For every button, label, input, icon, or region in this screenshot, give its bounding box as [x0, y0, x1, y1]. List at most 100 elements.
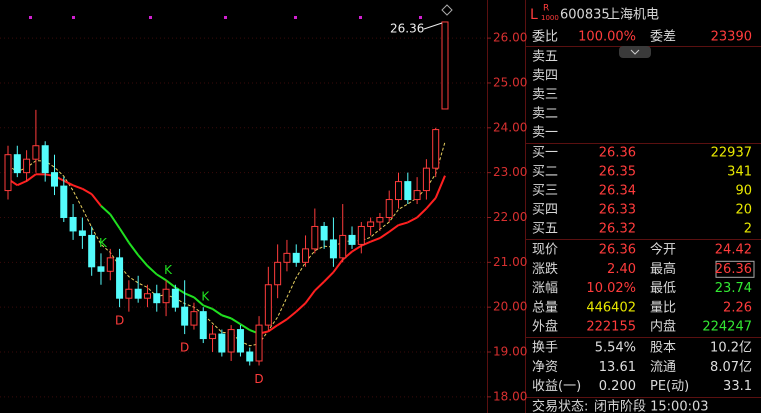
- candle-body: [41, 145, 49, 174]
- y-tick-label: 19.00: [493, 345, 527, 359]
- ma-long: [230, 317, 241, 326]
- bid-volume: 2: [744, 222, 752, 237]
- candle-body: [50, 172, 58, 187]
- bid-price: 26.34: [599, 184, 636, 199]
- candle-body: [357, 225, 365, 245]
- candle-body: [218, 333, 226, 353]
- top-markers: [29, 16, 422, 19]
- candle-body: [23, 158, 31, 174]
- field-label: 收益(一): [532, 379, 581, 394]
- highlight-box: [715, 260, 755, 278]
- field-label: 量比: [650, 300, 676, 315]
- ask-label: 卖五: [532, 50, 558, 65]
- ask-label: 卖二: [532, 107, 558, 122]
- diamond-icon[interactable]: [441, 4, 453, 16]
- field-value: 2.26: [723, 300, 752, 315]
- candle-body: [190, 311, 198, 326]
- field-value: 222155: [586, 320, 636, 335]
- candle-body: [227, 329, 235, 353]
- bid-volume: 341: [727, 165, 752, 180]
- ma-long: [221, 314, 232, 320]
- field-label: 净资: [532, 360, 558, 375]
- status: 闭市阶段 15:00:03: [594, 399, 709, 413]
- y-tick-label: 22.00: [493, 210, 527, 224]
- candle-body: [181, 306, 189, 326]
- field-value: 24.42: [715, 243, 752, 258]
- candle-body: [404, 181, 412, 201]
- ma-long: [100, 205, 111, 216]
- ma-long: [360, 240, 372, 247]
- field-label: 委比: [532, 30, 558, 45]
- ma-long: [174, 286, 186, 295]
- ma-long: [314, 280, 325, 292]
- ma-long: [146, 265, 158, 276]
- signal-label: K: [201, 290, 210, 304]
- bid-volume: 22937: [711, 146, 752, 161]
- candle-body: [246, 351, 254, 362]
- candle-body: [348, 234, 356, 245]
- y-tick-label: 21.00: [493, 255, 527, 269]
- ma-long: [72, 184, 83, 190]
- bid-volume: 90: [735, 184, 752, 199]
- field-value: 8.07亿: [710, 360, 752, 375]
- bid-label: 买一: [532, 146, 558, 161]
- candle-body: [88, 234, 96, 268]
- signal-label: D: [115, 314, 124, 328]
- candle-body: [134, 288, 142, 299]
- ask-label: 卖三: [532, 88, 558, 103]
- candle-body: [264, 284, 272, 326]
- y-tick-label: 20.00: [493, 300, 527, 314]
- bid-price: 26.33: [599, 203, 636, 218]
- candle-body: [385, 199, 393, 218]
- field-value: 5.54%: [595, 341, 636, 356]
- field-label: 最低: [650, 281, 676, 296]
- ma-long: [16, 180, 28, 187]
- candle-body: [441, 21, 449, 110]
- field-value: 23390: [711, 30, 752, 45]
- field-value: 2.40: [607, 262, 636, 277]
- ma-long: [295, 302, 307, 313]
- field-label: 流通: [650, 360, 676, 375]
- candle-body: [413, 190, 421, 201]
- ma-long: [211, 308, 223, 317]
- high-annotation: 26.36: [390, 21, 424, 35]
- candle-body: [162, 288, 170, 304]
- candle-body: [274, 261, 282, 286]
- ma-long: [165, 279, 176, 289]
- field-label: 涨幅: [532, 281, 558, 296]
- field-label: 最高: [650, 261, 676, 277]
- field-label: 总量: [532, 300, 558, 315]
- ma-long: [434, 175, 446, 199]
- bid-price: 26.35: [599, 165, 636, 180]
- field-value: 0.200: [599, 379, 636, 394]
- ma-long: [323, 271, 335, 283]
- collapse-button[interactable]: [619, 46, 651, 58]
- ask-label: 卖一: [532, 126, 558, 141]
- candle-body: [60, 185, 68, 218]
- candle-body: [4, 154, 12, 192]
- y-tick-label: 26.00: [493, 31, 527, 45]
- ma-long: [304, 289, 316, 304]
- badge-l: L: [530, 7, 538, 23]
- ma-long: [388, 224, 400, 233]
- field-label: 股本: [650, 341, 676, 356]
- candle-body: [311, 225, 319, 250]
- badge-lot: 1000: [541, 14, 559, 22]
- ma-long: [332, 259, 344, 273]
- candle-body: [106, 257, 114, 272]
- candle-body: [255, 324, 263, 362]
- candle-body: [395, 181, 403, 201]
- ma-long: [202, 304, 213, 310]
- candle-body: [432, 129, 440, 169]
- ma-long: [379, 231, 390, 239]
- field-label: 内盘: [650, 319, 676, 335]
- bid-label: 买五: [532, 222, 558, 237]
- field-value: 10.02%: [586, 281, 636, 296]
- field-label: 委差: [650, 30, 676, 45]
- ma-long: [239, 323, 251, 331]
- candle-body: [376, 216, 384, 223]
- badge-r: R: [543, 4, 549, 14]
- field-label: 现价: [532, 243, 558, 258]
- field-label: 今开: [650, 242, 676, 258]
